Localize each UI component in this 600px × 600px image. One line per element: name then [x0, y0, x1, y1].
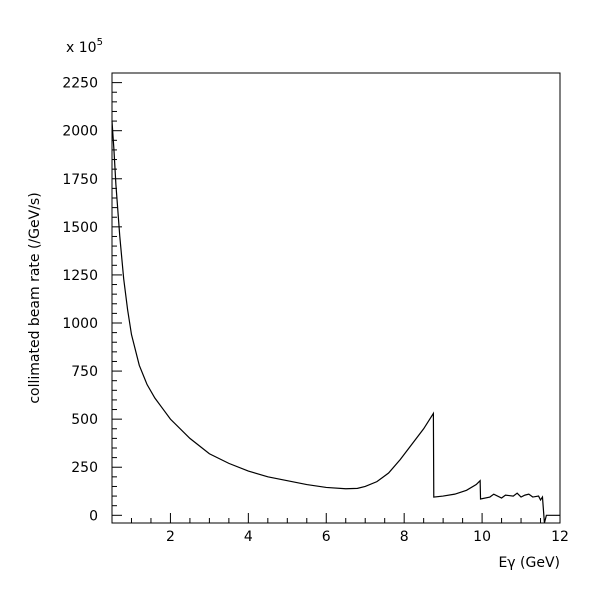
y-tick-label: 1750	[62, 172, 98, 188]
y-tick-label: 500	[71, 412, 98, 428]
y-tick-label: 2000	[62, 124, 98, 140]
x-axis-label: Eγ (GeV)	[498, 555, 560, 571]
y-axis-label: collimated beam rate (/GeV/s)	[27, 192, 43, 403]
y-multiplier-exponent: 5	[97, 37, 103, 48]
y-tick-label: 1250	[62, 268, 98, 284]
x-tick-label: 6	[322, 529, 331, 545]
x-tick-label: 12	[551, 529, 569, 545]
series-line	[111, 121, 560, 524]
y-tick-label: 250	[71, 460, 98, 476]
plot-frame	[111, 72, 561, 524]
y-multiplier: x 105	[66, 37, 103, 56]
y-tick-label: 2250	[62, 76, 98, 92]
x-tick-label: 10	[473, 529, 491, 545]
y-axis-ticks: 0 250 500 750 1000 1250 1500 1750 2000 2250	[62, 76, 122, 524]
x-tick-label: 8	[400, 529, 409, 545]
y-multiplier-label: x 10	[66, 40, 97, 56]
y-tick-label: 750	[71, 364, 98, 380]
y-tick-label: 1500	[62, 220, 98, 236]
x-axis-ticks: 2 4 6 8 10 12	[111, 513, 569, 545]
y-tick-label: 1000	[62, 316, 98, 332]
x-tick-label: 2	[166, 529, 175, 545]
y-tick-label: 0	[89, 508, 98, 524]
x-tick-label: 4	[244, 529, 253, 545]
